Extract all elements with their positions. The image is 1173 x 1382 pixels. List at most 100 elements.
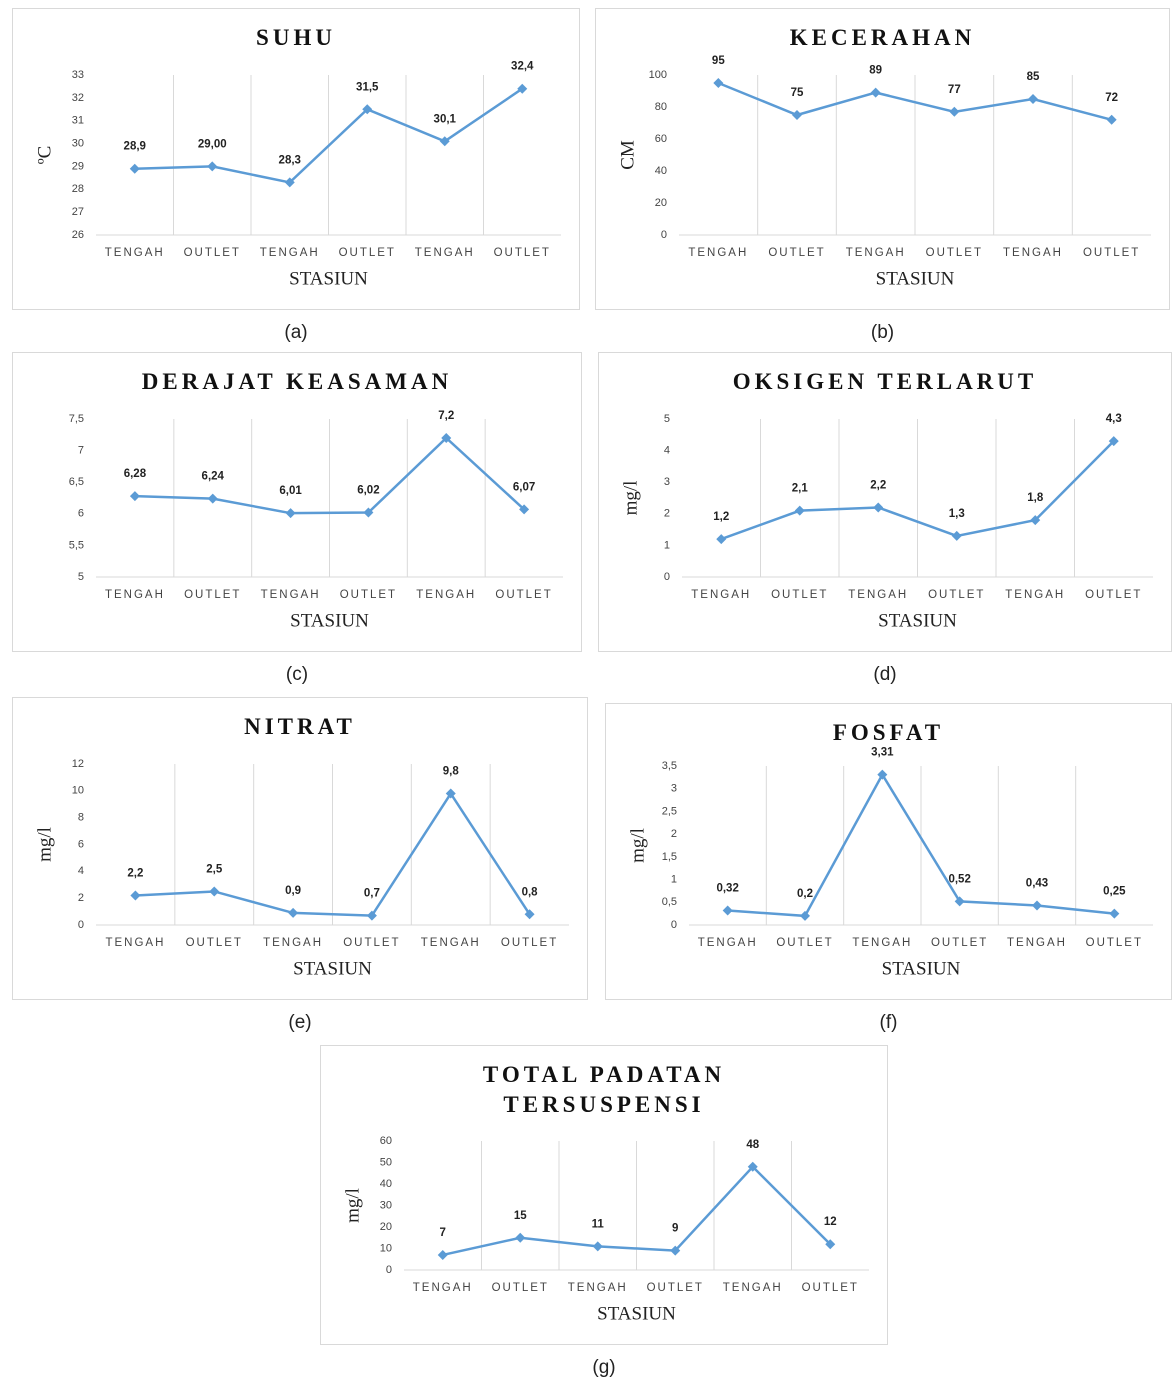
x-tick-label: TENGAH bbox=[260, 247, 320, 259]
x-axis-label: STASIUN bbox=[597, 1303, 676, 1324]
x-tick-label: OUTLET bbox=[501, 937, 558, 949]
caption: (e) bbox=[288, 1012, 312, 1033]
data-label: 6,24 bbox=[202, 471, 225, 483]
y-tick-label: 7 bbox=[78, 445, 84, 457]
data-label: 0,52 bbox=[948, 873, 970, 885]
data-point bbox=[873, 502, 884, 513]
caption: (c) bbox=[285, 664, 309, 685]
data-label: 1,2 bbox=[713, 511, 729, 523]
caption: (g) bbox=[592, 1357, 616, 1378]
x-tick-label: OUTLET bbox=[186, 937, 243, 949]
y-tick-label: 2 bbox=[664, 508, 670, 520]
y-tick-label: 50 bbox=[380, 1156, 392, 1168]
x-tick-label: OUTLET bbox=[1083, 247, 1140, 259]
data-label: 9,8 bbox=[443, 766, 460, 778]
chart-panel: 28,9 29,00 28,3 31,5 30,1 32,4 TENGAH OUTLET TEN… bbox=[12, 8, 580, 310]
chart: 7 15 11 9 48 12 TENGAH OUTLET TENGAH OUTLET TENGAH… bbox=[342, 1135, 869, 1324]
data-point bbox=[207, 161, 218, 172]
x-axis-label: STASIUN bbox=[876, 268, 955, 289]
x-tick-label: TENGAH bbox=[1003, 247, 1063, 259]
y-tick-label: 5,5 bbox=[69, 539, 84, 551]
data-label: 1,8 bbox=[1027, 492, 1044, 504]
x-tick-label: TENGAH bbox=[846, 247, 906, 259]
x-tick-label: OUTLET bbox=[495, 589, 552, 601]
data-label: 0,25 bbox=[1103, 886, 1126, 898]
x-tick-label: TENGAH bbox=[261, 589, 321, 601]
y-tick-label: 20 bbox=[380, 1221, 392, 1233]
x-tick-label: TENGAH bbox=[105, 247, 165, 259]
data-label: 0,32 bbox=[716, 882, 738, 894]
data-label: 48 bbox=[746, 1139, 759, 1151]
y-tick-label: 7,5 bbox=[69, 413, 84, 425]
data-label: 75 bbox=[791, 87, 804, 99]
data-point bbox=[1030, 515, 1041, 526]
data-label: 7,2 bbox=[438, 410, 454, 422]
data-label: 2,1 bbox=[792, 483, 809, 495]
data-line bbox=[717, 81, 1112, 122]
data-point bbox=[1032, 900, 1042, 911]
y-tick-label: 3,5 bbox=[662, 760, 677, 772]
caption: (d) bbox=[873, 664, 897, 685]
chart-panel: 95 75 89 77 85 72 TENGAH OUTLET TENGAH OUTLET TENG… bbox=[595, 8, 1170, 310]
chart-title: OKSIGEN TERLARUT bbox=[732, 369, 1038, 394]
data-label: 77 bbox=[948, 84, 961, 96]
y-tick-label: 10 bbox=[72, 785, 84, 797]
y-tick-label: 0,5 bbox=[662, 896, 677, 908]
x-tick-label: TENGAH bbox=[852, 937, 912, 949]
y-tick-label: 0 bbox=[664, 571, 670, 583]
x-tick-label: OUTLET bbox=[184, 589, 241, 601]
data-label: 15 bbox=[514, 1210, 527, 1222]
chart: 6,28 6,24 6,01 6,02 7,2 6,07 TENGAH OUTLET TENGA… bbox=[69, 410, 563, 631]
data-label: 6,01 bbox=[279, 485, 302, 497]
x-tick-label: OUTLET bbox=[776, 937, 833, 949]
y-tick-label: 2 bbox=[78, 892, 84, 904]
data-label: 3,31 bbox=[871, 747, 894, 759]
chart-title: NITRAT bbox=[244, 714, 356, 739]
data-label: 6,07 bbox=[513, 481, 535, 493]
caption: (f) bbox=[879, 1012, 898, 1033]
data-label: 1,3 bbox=[949, 508, 965, 520]
data-label: 89 bbox=[869, 65, 882, 77]
data-point bbox=[209, 886, 220, 897]
x-tick-label: OUTLET bbox=[494, 247, 551, 259]
data-point bbox=[670, 1245, 681, 1256]
data-point bbox=[825, 1239, 836, 1250]
data-label: 2,5 bbox=[206, 863, 223, 875]
data-line bbox=[135, 791, 531, 917]
y-tick-label: 40 bbox=[655, 165, 667, 177]
data-line bbox=[134, 436, 525, 515]
data-label: 32,4 bbox=[511, 61, 534, 73]
x-axis-label: STASIUN bbox=[290, 610, 369, 631]
x-tick-label: OUTLET bbox=[340, 589, 397, 601]
data-line bbox=[442, 1164, 832, 1257]
data-point bbox=[794, 505, 805, 516]
data-point bbox=[366, 910, 377, 921]
y-axis-label: CM bbox=[617, 140, 638, 170]
data-point bbox=[877, 769, 888, 780]
data-label: 31,5 bbox=[356, 81, 379, 93]
data-point bbox=[524, 909, 535, 920]
x-tick-label: TENGAH bbox=[421, 937, 481, 949]
y-tick-label: 0 bbox=[661, 229, 667, 241]
x-axis-label: STASIUN bbox=[293, 958, 372, 979]
data-point bbox=[1028, 94, 1038, 104]
x-tick-label: OUTLET bbox=[1086, 937, 1143, 949]
y-axis-label: mg/l bbox=[627, 828, 648, 863]
y-tick-label: 40 bbox=[380, 1178, 392, 1190]
x-tick-label: TENGAH bbox=[723, 1282, 783, 1294]
y-tick-label: 1,5 bbox=[662, 851, 677, 863]
x-tick-label: TENGAH bbox=[415, 247, 475, 259]
chart-title: FOSFAT bbox=[832, 720, 945, 745]
x-tick-label: TENGAH bbox=[691, 589, 751, 601]
y-tick-label: 60 bbox=[655, 133, 667, 145]
data-label: 72 bbox=[1105, 92, 1118, 104]
y-tick-label: 3 bbox=[664, 476, 670, 488]
y-tick-label: 20 bbox=[655, 197, 667, 209]
data-point bbox=[951, 530, 962, 541]
data-point bbox=[792, 110, 802, 120]
data-label: 11 bbox=[592, 1218, 605, 1230]
x-tick-label: OUTLET bbox=[926, 247, 983, 259]
x-tick-label: TENGAH bbox=[416, 589, 476, 601]
y-tick-label: 33 bbox=[72, 69, 84, 81]
x-tick-label: TENGAH bbox=[263, 937, 323, 949]
